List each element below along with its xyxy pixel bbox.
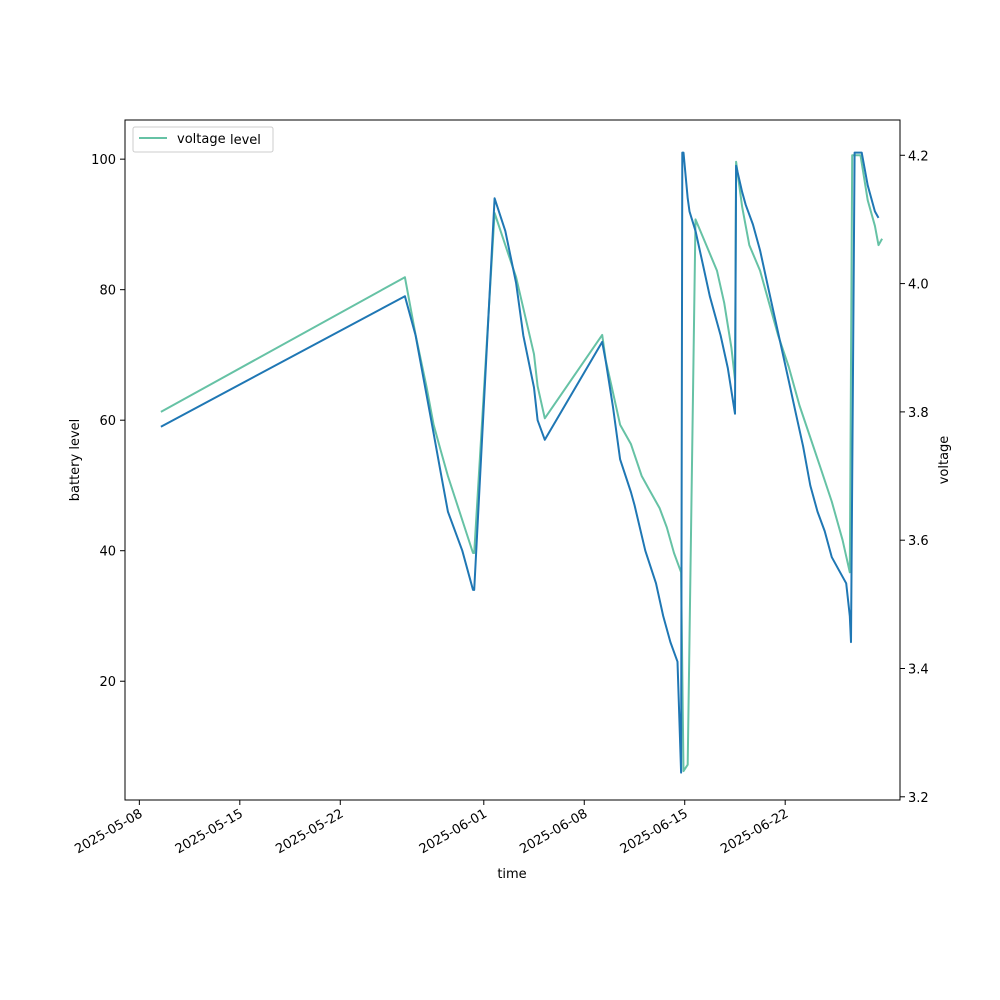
legend: level voltage xyxy=(132,126,274,153)
y-right-tick-label: 3.4 xyxy=(908,662,929,677)
y-left-tick-label: 100 xyxy=(91,153,116,168)
y-left-axis-label: battery level xyxy=(68,419,83,502)
plot-area xyxy=(160,151,883,774)
y-left-tick-label: 20 xyxy=(99,675,116,690)
legend-frame xyxy=(132,126,274,153)
y-right-tick-label: 3.8 xyxy=(908,406,929,421)
y-right-axis-ticks: 3.2 3.4 3.6 3.8 4.0 4.2 xyxy=(900,149,929,806)
y-left-tick-label: 80 xyxy=(99,284,116,299)
legend-label-level: level xyxy=(230,133,261,148)
series-line-level xyxy=(160,151,880,774)
y-right-axis-label: voltage xyxy=(937,436,952,485)
y-right-tick-label: 4.0 xyxy=(908,278,929,293)
y-right-tick-label: 3.2 xyxy=(908,791,929,806)
y-right-tick-label: 3.6 xyxy=(908,534,929,549)
x-axis-label: time xyxy=(497,867,526,882)
y-left-axis-ticks: 20 40 60 80 100 xyxy=(91,153,125,690)
legend-label-voltage: voltage xyxy=(177,132,226,147)
y-right-tick-label: 4.2 xyxy=(908,149,929,164)
y-left-tick-label: 60 xyxy=(99,414,116,429)
y-left-tick-label: 40 xyxy=(99,545,116,560)
plot-frame xyxy=(124,119,901,801)
